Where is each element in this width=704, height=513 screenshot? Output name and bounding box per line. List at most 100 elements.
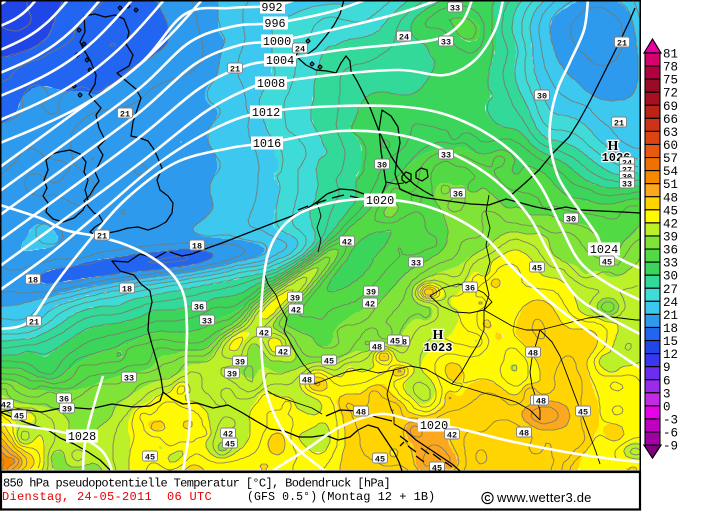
svg-text:54: 54 [663,165,678,179]
svg-text:1000: 1000 [263,35,291,49]
svg-text:33: 33 [441,150,451,160]
svg-text:36: 36 [59,394,69,404]
svg-text:45: 45 [375,454,385,464]
svg-text:-9: -9 [663,440,678,454]
svg-text:1004: 1004 [266,54,294,68]
svg-text:30: 30 [566,214,576,224]
svg-text:48: 48 [528,348,538,358]
svg-text:12: 12 [663,348,678,362]
svg-text:42: 42 [291,305,301,315]
svg-text:57: 57 [663,152,678,166]
svg-text:45: 45 [578,407,588,417]
svg-text:30: 30 [377,160,387,170]
svg-text:39: 39 [290,293,300,303]
svg-text:30: 30 [663,270,678,284]
svg-text:45: 45 [432,463,442,473]
svg-text:42: 42 [259,328,269,338]
svg-text:24: 24 [295,44,305,54]
svg-text:48: 48 [372,342,382,352]
svg-text:21: 21 [97,231,107,241]
svg-text:39: 39 [663,230,678,244]
svg-text:24: 24 [663,296,678,310]
svg-text:45: 45 [145,452,155,462]
svg-text:48: 48 [663,191,678,205]
svg-text:1023: 1023 [424,341,453,355]
svg-text:51: 51 [663,178,678,192]
svg-text:1024: 1024 [590,243,618,257]
svg-text:45: 45 [14,411,24,421]
svg-text:21: 21 [230,64,240,74]
svg-text:33: 33 [441,37,451,47]
svg-text:30: 30 [622,172,632,182]
svg-text:45: 45 [390,336,400,346]
svg-text:Dienstag, 24-05-2011 06 UTC: Dienstag, 24-05-2011 06 UTC [2,490,212,504]
svg-text:15: 15 [663,335,678,349]
svg-text:42: 42 [365,299,375,309]
svg-text:39: 39 [227,369,237,379]
svg-text:33: 33 [124,373,134,383]
svg-text:996: 996 [264,17,285,31]
svg-text:21: 21 [614,118,624,128]
svg-text:39: 39 [235,357,245,367]
svg-text:42: 42 [278,347,288,357]
svg-text:18: 18 [28,275,38,285]
svg-text:48: 48 [302,375,312,385]
svg-text:H: H [608,139,619,154]
svg-text:18: 18 [192,241,202,251]
svg-text:45: 45 [225,439,235,449]
svg-text:1008: 1008 [257,77,285,91]
svg-text:78: 78 [663,61,678,75]
svg-text:72: 72 [663,87,678,101]
svg-text:39: 39 [62,404,72,414]
svg-text:36: 36 [465,283,475,293]
svg-text:42: 42 [223,429,233,439]
svg-text:H: H [433,328,444,343]
svg-text:63: 63 [663,126,678,140]
svg-text:42: 42 [663,217,678,231]
svg-text:21: 21 [617,38,627,48]
svg-text:45: 45 [532,263,542,273]
svg-text:45: 45 [602,257,612,267]
svg-text:6: 6 [663,374,671,388]
svg-text:992: 992 [261,1,282,15]
svg-text:27: 27 [663,283,678,297]
svg-text:45: 45 [663,204,678,218]
svg-text:850 hPa pseudopotentielle Temp: 850 hPa pseudopotentielle Temperatur [°C… [3,477,390,491]
svg-text:21: 21 [663,309,678,323]
svg-text:36: 36 [453,189,463,199]
svg-text:42: 42 [1,400,11,410]
svg-text:75: 75 [663,74,678,88]
svg-text:0: 0 [663,400,671,414]
svg-text:3: 3 [663,387,671,401]
svg-text:18: 18 [663,322,678,336]
svg-text:33: 33 [411,258,421,268]
svg-text:27: 27 [622,165,632,175]
svg-text:1012: 1012 [252,106,280,120]
svg-text:www.wetter3.de: www.wetter3.de [496,490,592,505]
svg-text:24: 24 [622,158,632,168]
svg-text:48: 48 [536,396,546,406]
svg-text:33: 33 [622,179,632,189]
svg-text:21: 21 [29,317,39,327]
svg-text:1020: 1020 [366,194,394,208]
svg-text:1020: 1020 [420,419,448,433]
svg-text:48: 48 [519,428,529,438]
svg-text:81: 81 [663,48,678,62]
svg-text:42: 42 [342,237,352,247]
svg-text:-3: -3 [663,413,678,427]
svg-text:66: 66 [663,113,678,127]
svg-text:(Montag 12 + 1B): (Montag 12 + 1B) [320,490,435,504]
svg-text:33: 33 [663,257,678,271]
svg-text:C: C [484,493,490,503]
svg-text:36: 36 [663,244,678,258]
svg-text:30: 30 [537,91,547,101]
svg-text:-6: -6 [663,427,678,441]
svg-text:1028: 1028 [68,430,96,444]
svg-text:45: 45 [324,356,334,366]
svg-text:1016: 1016 [253,137,281,151]
svg-text:18: 18 [122,284,132,294]
svg-text:33: 33 [450,3,460,13]
svg-text:9: 9 [663,361,671,375]
svg-text:48: 48 [356,407,366,417]
svg-text:(GFS 0.5°): (GFS 0.5°) [247,491,317,504]
